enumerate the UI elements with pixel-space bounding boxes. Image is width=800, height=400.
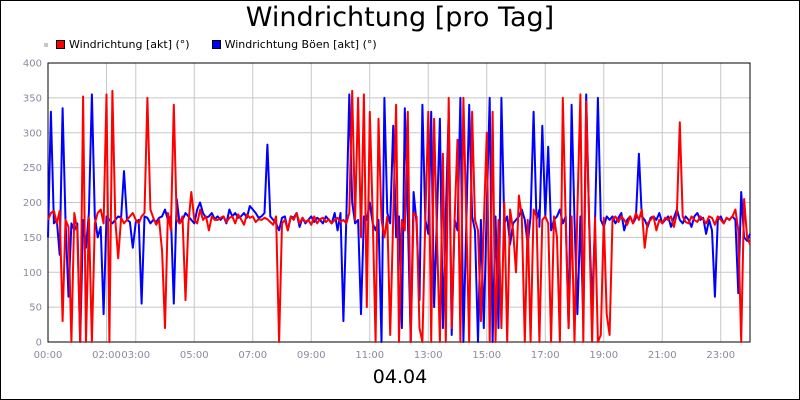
x-tick-label: 23:00 (706, 350, 735, 361)
x-tick-label: 07:00 (238, 350, 267, 361)
y-tick-label: 150 (23, 233, 42, 244)
legend-marker-icon (44, 42, 48, 47)
x-tick-label: 09:00 (297, 350, 326, 361)
x-tick-label: 15:00 (472, 350, 501, 361)
x-axis-label: 04.04 (372, 366, 428, 388)
x-tick-label: 13:00 (414, 350, 443, 361)
chart-title: Windrichtung [pro Tag] (245, 2, 555, 33)
x-tick-label: 00:00 (34, 350, 63, 361)
y-tick-label: 400 (23, 59, 42, 70)
x-tick-label: 17:00 (531, 350, 560, 361)
x-tick-label: 19:00 (589, 350, 618, 361)
x-tick-label: 05:00 (180, 350, 209, 361)
legend-item-blue: Windrichtung Böen [akt] (°) (211, 38, 377, 51)
x-tick-label: 21:00 (648, 350, 677, 361)
y-tick-label: 0 (36, 338, 42, 349)
y-tick-label: 200 (23, 198, 42, 209)
x-tick-label: 11:00 (355, 350, 384, 361)
y-tick-label: 250 (23, 163, 42, 174)
y-tick-label: 50 (29, 303, 42, 314)
legend-label-red: Windrichtung [akt] (°) (69, 38, 190, 51)
series-line-red (47, 89, 751, 343)
x-tick-label: 02:00 (92, 350, 121, 361)
x-tick-label: 03:00 (121, 350, 150, 361)
legend-label-blue: Windrichtung Böen [akt] (°) (224, 38, 377, 51)
legend-swatch-blue (211, 40, 221, 49)
legend: Windrichtung [akt] (°) Windrichtung Böen… (44, 38, 399, 51)
legend-swatch-red (56, 40, 65, 49)
y-tick-label: 350 (23, 93, 42, 104)
y-tick-label: 300 (23, 128, 42, 139)
legend-item-red: Windrichtung [akt] (°) (56, 38, 190, 51)
y-tick-label: 100 (23, 268, 42, 279)
